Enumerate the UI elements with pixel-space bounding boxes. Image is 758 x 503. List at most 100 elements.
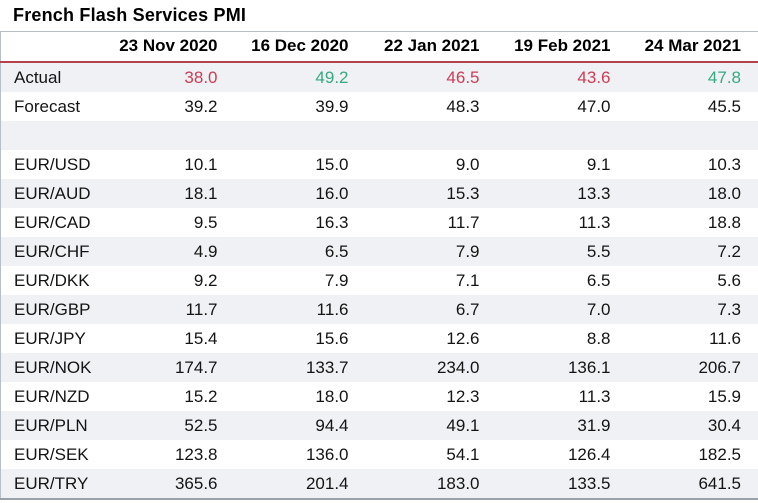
value-cell: 641.5 — [698, 473, 741, 493]
value-cell: 174.7 — [174, 357, 218, 377]
value-cell: 45.5 — [707, 96, 741, 116]
value-cell: 6.5 — [586, 270, 611, 290]
row-label: Actual — [14, 67, 62, 87]
value-cell: 5.6 — [717, 270, 741, 290]
table-row: EUR/USD 10.1 15.0 9.0 9.1 10.3 — [1, 150, 758, 179]
value-cell: 136.0 — [305, 444, 349, 464]
value-cell: 18.0 — [315, 386, 349, 406]
value-cell: 11.7 — [185, 299, 218, 319]
value-cell: 11.6 — [709, 328, 741, 348]
value-cell: 126.4 — [567, 444, 611, 464]
value-cell: 8.8 — [586, 328, 611, 348]
value-cell: 9.2 — [193, 270, 218, 290]
value-cell: 31.9 — [577, 415, 611, 435]
spacer-row — [0, 121, 758, 150]
pmi-table: 23 Nov 2020 16 Dec 2020 22 Jan 2021 19 Feb … — [0, 31, 758, 500]
value-cell: 5.5 — [586, 241, 611, 261]
row-label: EUR/SEK — [14, 444, 89, 464]
row-label: EUR/AUD — [14, 183, 91, 203]
value-cell: 16.3 — [315, 212, 349, 232]
value-cell: 183.0 — [436, 473, 480, 493]
value-cell: 201.4 — [305, 473, 349, 493]
corner-cell — [0, 31, 104, 63]
value-cell: 11.6 — [316, 299, 349, 319]
row-label: EUR/USD — [14, 154, 91, 174]
value-cell: 49.1 — [446, 415, 480, 435]
value-cell: 15.4 — [184, 328, 218, 348]
value-cell: 12.3 — [446, 386, 480, 406]
table-row: EUR/SEK 123.8 136.0 54.1 126.4 182.5 — [1, 440, 758, 469]
value-cell: 206.7 — [698, 357, 741, 377]
value-cell — [235, 121, 366, 150]
value-cell: 15.6 — [315, 328, 349, 348]
value-cell: 136.1 — [567, 357, 611, 377]
value-cell — [104, 121, 235, 150]
value-cell: 38.0 — [184, 67, 218, 87]
value-cell: 49.2 — [315, 67, 349, 87]
table-row: EUR/NZD 15.2 18.0 12.3 11.3 15.9 — [1, 382, 758, 411]
value-cell: 123.8 — [174, 444, 218, 464]
value-cell: 18.0 — [707, 183, 741, 203]
table-row: EUR/AUD 18.1 16.0 15.3 13.3 18.0 — [0, 179, 758, 208]
value-cell: 39.2 — [184, 96, 218, 116]
value-cell: 182.5 — [698, 444, 741, 464]
table-row: EUR/JPY 15.4 15.6 12.6 8.8 11.6 — [1, 324, 758, 353]
value-cell: 47.0 — [577, 96, 611, 116]
value-cell: 47.8 — [707, 67, 741, 87]
header-row: 23 Nov 2020 16 Dec 2020 22 Jan 2021 19 Feb … — [0, 31, 758, 63]
value-cell: 54.1 — [446, 444, 480, 464]
value-cell: 15.0 — [315, 154, 349, 174]
value-cell: 7.3 — [717, 299, 741, 319]
table-row: EUR/GBP 11.7 11.6 6.7 7.0 7.3 — [0, 295, 758, 324]
value-cell: 15.2 — [184, 386, 218, 406]
row-label: EUR/PLN — [14, 415, 88, 435]
value-cell: 10.3 — [707, 154, 741, 174]
table-row: EUR/CHF 4.9 6.5 7.9 5.5 7.2 — [0, 237, 758, 266]
value-cell: 43.6 — [577, 67, 611, 87]
row-label: EUR/GBP — [14, 299, 91, 319]
column-header: 19 Feb 2021 — [496, 31, 628, 63]
row-label: EUR/CAD — [14, 212, 91, 232]
value-cell: 365.6 — [174, 473, 218, 493]
value-cell — [497, 121, 628, 150]
row-label — [1, 121, 104, 150]
table-row: EUR/CAD 9.5 16.3 11.7 11.3 18.8 — [1, 208, 758, 237]
value-cell: 7.1 — [455, 270, 480, 290]
value-cell: 9.1 — [586, 154, 611, 174]
table-row: Forecast 39.2 39.9 48.3 47.0 45.5 — [1, 92, 758, 121]
value-cell: 9.5 — [193, 212, 218, 232]
value-cell: 9.0 — [455, 154, 480, 174]
value-cell: 10.1 — [184, 154, 218, 174]
table-row: EUR/PLN 52.5 94.4 49.1 31.9 30.4 — [0, 411, 758, 440]
value-cell: 11.3 — [578, 212, 611, 232]
row-label: EUR/NOK — [14, 357, 92, 377]
value-cell: 133.5 — [567, 473, 611, 493]
value-cell: 7.0 — [586, 299, 611, 319]
value-cell: 48.3 — [446, 96, 480, 116]
value-cell: 94.4 — [315, 415, 349, 435]
row-label: EUR/NZD — [14, 386, 90, 406]
value-cell: 11.7 — [447, 212, 480, 232]
value-cell — [628, 121, 758, 150]
column-header: 16 Dec 2020 — [234, 31, 366, 63]
row-label: EUR/DKK — [14, 270, 90, 290]
value-cell: 18.8 — [707, 212, 741, 232]
value-cell: 7.9 — [455, 241, 480, 261]
row-label: EUR/CHF — [14, 241, 90, 261]
value-cell: 16.0 — [315, 183, 349, 203]
table-row: EUR/TRY 365.6 201.4 183.0 133.5 641.5 — [0, 469, 758, 499]
value-cell: 6.5 — [324, 241, 349, 261]
value-cell: 12.6 — [446, 328, 480, 348]
value-cell: 52.5 — [184, 415, 218, 435]
value-cell: 7.2 — [717, 241, 741, 261]
value-cell: 13.3 — [577, 183, 611, 203]
column-header: 24 Mar 2021 — [627, 31, 758, 63]
table-row: EUR/DKK 9.2 7.9 7.1 6.5 5.6 — [1, 266, 758, 295]
value-cell: 11.3 — [578, 386, 611, 406]
value-cell — [366, 121, 497, 150]
value-cell: 30.4 — [707, 415, 741, 435]
row-label: EUR/TRY — [14, 473, 89, 493]
value-cell: 15.9 — [707, 386, 741, 406]
table-row: Actual 38.0 49.2 46.5 43.6 47.8 — [0, 62, 758, 92]
page-title: French Flash Services PMI — [13, 5, 247, 25]
